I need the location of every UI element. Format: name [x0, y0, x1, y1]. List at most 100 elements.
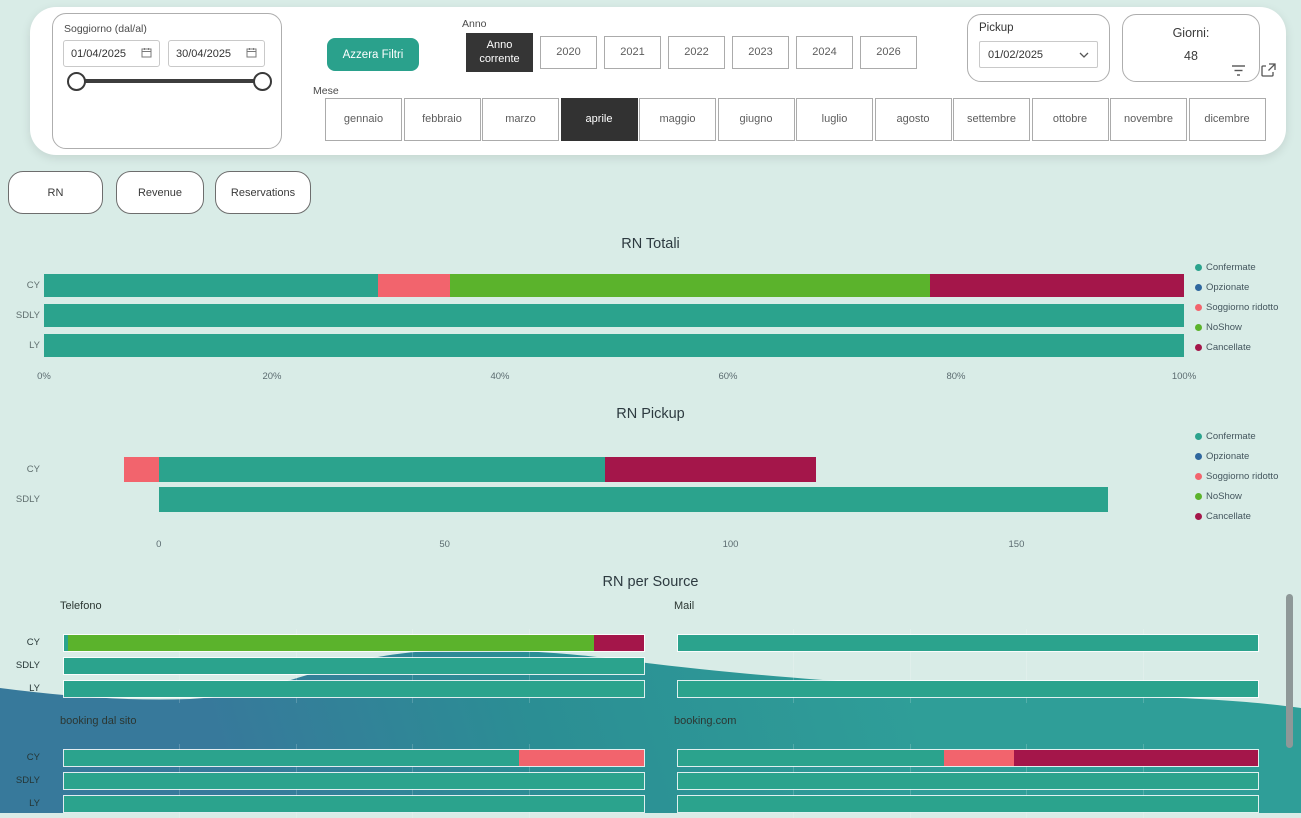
mese-button-group: gennaio febbraio marzo aprile maggio giugno lu…	[325, 98, 1266, 141]
tab-reservations[interactable]: Reservations	[215, 171, 311, 214]
legend-label: NoShow	[1206, 321, 1242, 333]
x-tick: 40%	[490, 371, 510, 382]
anno-option-anno-corrente[interactable]: Anno corrente	[466, 33, 533, 72]
legend: Confermate Opzionate Soggiorno ridotto NoSh…	[1195, 427, 1301, 526]
date-from-field[interactable]: 01/04/2025	[63, 40, 160, 67]
mese-option-luglio[interactable]: luglio	[796, 98, 873, 141]
bar-segment-confermate[interactable]	[678, 773, 1258, 789]
row-label: CY	[26, 464, 40, 475]
legend-dot	[1195, 433, 1202, 441]
tab-rn[interactable]: RN	[8, 171, 103, 214]
bar-track	[63, 795, 645, 813]
chart-title: RN Totali	[621, 236, 680, 252]
mese-option-settembre[interactable]: settembre	[953, 98, 1030, 141]
chart-title: RN Pickup	[616, 406, 685, 422]
legend-item-soggiorno-ridotto[interactable]: Soggiorno ridotto	[1195, 298, 1301, 318]
popout-icon[interactable]	[1260, 62, 1277, 84]
bar-segment-confermate[interactable]	[64, 796, 644, 812]
legend-item-cancellate[interactable]: Cancellate	[1195, 337, 1301, 357]
bar-segment-confermate[interactable]	[64, 658, 644, 674]
chevron-down-icon	[1079, 49, 1089, 61]
legend: Confermate Opzionate Soggiorno ridotto NoSh…	[1195, 258, 1301, 357]
legend-label: Confermate	[1206, 431, 1256, 443]
bar-segment-confermate[interactable]	[64, 750, 520, 766]
mese-option-dicembre[interactable]: dicembre	[1188, 98, 1266, 141]
bar-row-ly: LY	[0, 334, 1301, 357]
bar-segment-cancellate[interactable]	[593, 635, 644, 651]
mese-option-marzo[interactable]: marzo	[482, 98, 559, 141]
mese-option-febbraio[interactable]: febbraio	[403, 98, 481, 141]
gridline	[909, 629, 911, 703]
mese-option-maggio[interactable]: maggio	[639, 98, 716, 141]
bar-segment-confermate[interactable]	[44, 334, 1184, 357]
legend-dot	[1195, 512, 1202, 520]
bar-track	[677, 634, 1259, 652]
mese-option-ottobre[interactable]: ottobre	[1031, 98, 1109, 141]
x-tick: 0	[156, 539, 162, 550]
mese-option-aprile[interactable]: aprile	[560, 98, 638, 141]
pickup-select[interactable]: 01/02/2025	[979, 41, 1098, 68]
bar-segment-soggiorno-ridotto[interactable]	[519, 750, 644, 766]
anno-label: Anno	[462, 18, 487, 30]
bar-segment-soggiorno-ridotto[interactable]	[378, 274, 450, 297]
mese-option-gennaio[interactable]: gennaio	[325, 98, 402, 141]
x-tick: 100	[722, 539, 739, 550]
azzera-filtri-button[interactable]: Azzera Filtri	[327, 38, 419, 71]
anno-option-2020[interactable]: 2020	[540, 36, 597, 69]
bar-segment-confermate[interactable]	[64, 773, 644, 789]
bar-segment-noshow[interactable]	[68, 635, 594, 651]
anno-option-2026[interactable]: 2026	[860, 36, 917, 69]
calendar-icon	[246, 47, 257, 61]
tab-revenue[interactable]: Revenue	[116, 171, 204, 214]
bar-segment-noshow[interactable]	[449, 274, 930, 297]
mese-option-novembre[interactable]: novembre	[1110, 98, 1187, 141]
bar-segment-soggiorno-ridotto[interactable]	[124, 457, 159, 482]
bar-segment-cancellate[interactable]	[1014, 750, 1258, 766]
bar-segment-cancellate[interactable]	[929, 274, 1184, 297]
date-range-slider-knob-left[interactable]	[67, 72, 86, 91]
legend-item-confermate[interactable]: Confermate	[1195, 427, 1301, 447]
bar-segment-confermate[interactable]	[44, 274, 379, 297]
legend-item-confermate[interactable]: Confermate	[1195, 258, 1301, 278]
anno-option-2023[interactable]: 2023	[732, 36, 789, 69]
bar-segment-cancellate[interactable]	[604, 457, 817, 482]
bar-segment-confermate[interactable]	[64, 681, 644, 697]
mese-option-agosto[interactable]: agosto	[874, 98, 952, 141]
date-to-field[interactable]: 30/04/2025	[168, 40, 265, 67]
bar-segment-confermate[interactable]	[678, 635, 1258, 651]
giorni-label: Giorni:	[1172, 26, 1210, 40]
bar-segment-confermate[interactable]	[678, 796, 1258, 812]
bar-segment-confermate[interactable]	[678, 750, 944, 766]
legend-item-noshow[interactable]: NoShow	[1195, 486, 1301, 506]
anno-option-2022[interactable]: 2022	[668, 36, 725, 69]
bar-track	[677, 749, 1259, 767]
bar-segment-confermate[interactable]	[158, 487, 1108, 512]
filter-icon[interactable]	[1230, 63, 1247, 83]
mese-option-giugno[interactable]: giugno	[717, 98, 795, 141]
bar-segment-confermate[interactable]	[158, 457, 605, 482]
filter-header-card: Soggiorno (dal/al) 01/04/2025 30/04/2025…	[30, 7, 1286, 155]
anno-option-2024[interactable]: 2024	[796, 36, 853, 69]
legend-dot	[1195, 303, 1202, 311]
bar-track	[44, 274, 1184, 297]
legend-item-noshow[interactable]: NoShow	[1195, 317, 1301, 337]
bar-segment-soggiorno-ridotto[interactable]	[943, 750, 1015, 766]
legend-label: Soggiorno ridotto	[1206, 301, 1279, 313]
anno-button-group: Anno corrente 2020 2021 2022 2023 2024 2026	[466, 33, 917, 72]
legend-label: Confermate	[1206, 262, 1256, 274]
legend-item-soggiorno-ridotto[interactable]: Soggiorno ridotto	[1195, 467, 1301, 487]
source-panel-title-mail: Mail	[674, 600, 695, 612]
bar-segment-confermate[interactable]	[678, 681, 1258, 697]
bar-track	[44, 304, 1184, 327]
legend-item-opzionate[interactable]: Opzionate	[1195, 447, 1301, 467]
legend-item-opzionate[interactable]: Opzionate	[1195, 278, 1301, 298]
bar-segment-confermate[interactable]	[44, 304, 1184, 327]
anno-option-2021[interactable]: 2021	[604, 36, 661, 69]
row-label: SDLY	[15, 775, 40, 786]
legend-item-cancellate[interactable]: Cancellate	[1195, 506, 1301, 526]
row-label: CY	[26, 752, 40, 763]
vertical-scrollbar[interactable]	[1286, 594, 1293, 748]
bar-segment-confermate[interactable]	[64, 635, 69, 651]
bar-row-cy: CY	[0, 457, 1301, 482]
date-range-slider-knob-right[interactable]	[253, 72, 272, 91]
